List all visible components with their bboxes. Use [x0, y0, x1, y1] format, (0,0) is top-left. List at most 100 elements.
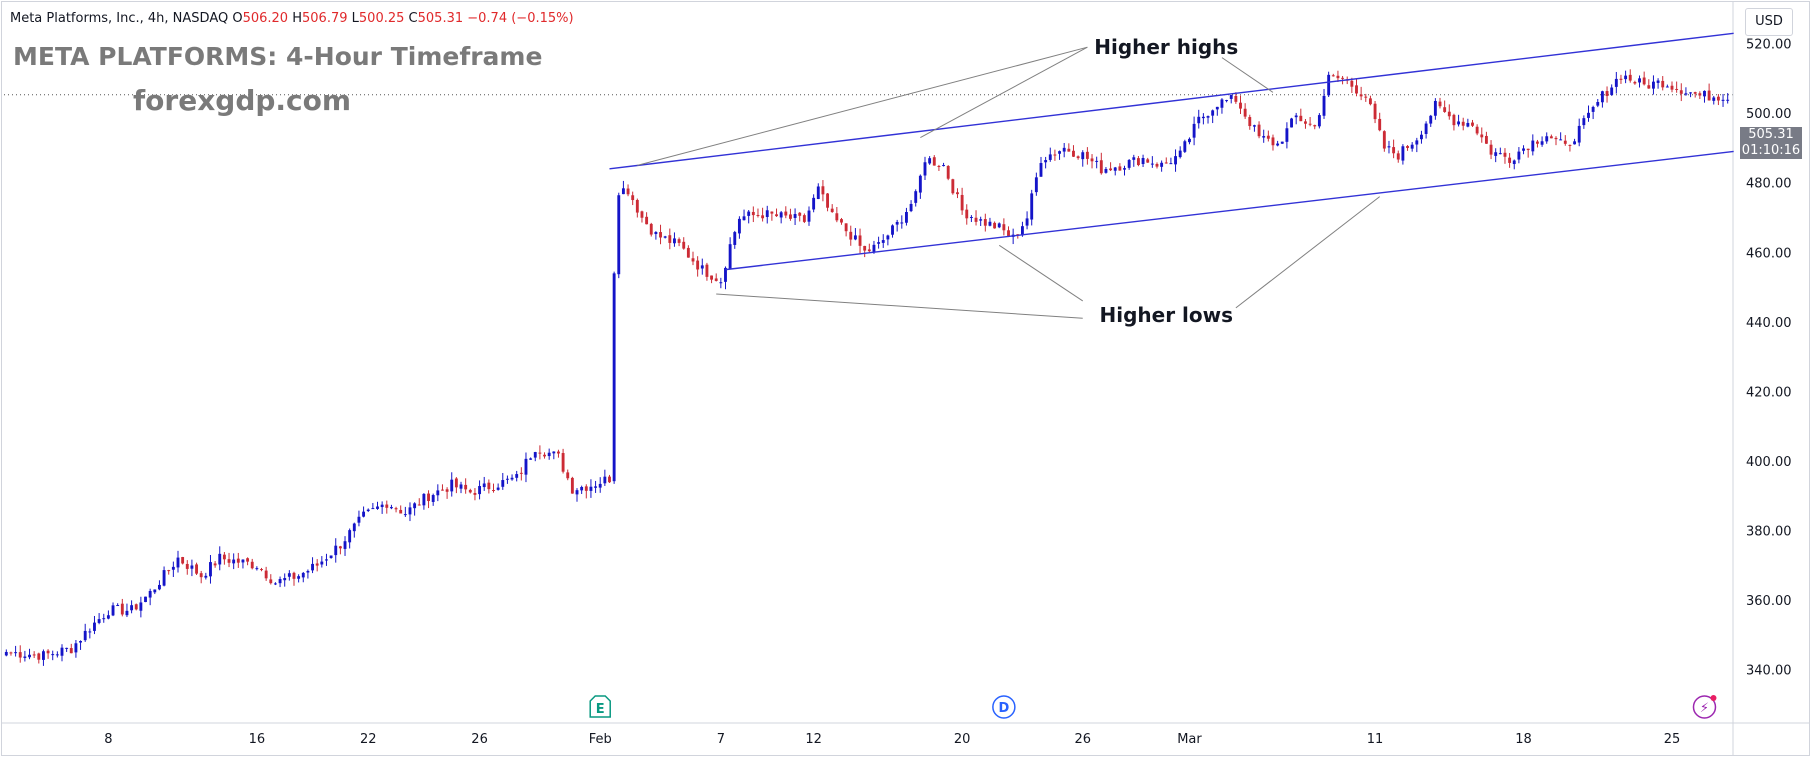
candle-body: [895, 221, 899, 225]
trend-channel-drawings[interactable]: [609, 32, 1734, 271]
candle-body: [1433, 100, 1437, 116]
callout-line: [1221, 57, 1274, 93]
candle-body: [830, 208, 834, 213]
candle-body: [946, 166, 950, 179]
x-tick-label: 7: [717, 732, 725, 747]
candle-body: [4, 651, 8, 656]
candle-body: [464, 484, 468, 490]
candle-body: [960, 194, 964, 211]
annotation-label: Higher lows: [1100, 303, 1234, 327]
high-label: H: [292, 11, 303, 26]
candle-body: [454, 478, 458, 488]
candle-body: [1067, 148, 1071, 152]
candle-body: [700, 265, 704, 269]
x-tick-label: 26: [1074, 732, 1091, 747]
candle-body: [37, 653, 41, 660]
candle-body: [1661, 80, 1665, 88]
candle-body: [756, 214, 760, 216]
candle-body: [1531, 140, 1535, 152]
event-earnings-marker[interactable]: E: [589, 695, 611, 718]
currency-selector[interactable]: USD: [1745, 8, 1793, 36]
candle-body: [1271, 137, 1275, 146]
candle-body: [505, 478, 509, 480]
candle-body: [821, 186, 825, 195]
event-markers[interactable]: E D ⚡: [589, 695, 1717, 719]
candle-body: [807, 210, 811, 222]
candle-body: [1638, 78, 1641, 83]
y-tick-label: 460.00: [1746, 246, 1792, 261]
candle-body: [264, 570, 268, 579]
candle-body: [1183, 141, 1187, 152]
candle-body: [1095, 160, 1099, 162]
candle-body: [1378, 118, 1382, 131]
candle-body: [162, 570, 166, 586]
candle-body: [468, 489, 472, 493]
candle-body: [1480, 134, 1484, 138]
candle-body: [441, 489, 444, 491]
candle-body: [348, 530, 352, 543]
candle-body: [988, 221, 992, 226]
candle-body: [1229, 95, 1233, 99]
candle-body: [1020, 226, 1024, 236]
candle-body: [325, 559, 328, 561]
event-dividend-marker[interactable]: D: [992, 695, 1016, 719]
candle-body: [1206, 116, 1210, 118]
y-tick-label: 340.00: [1746, 663, 1792, 678]
candle-body: [1150, 163, 1154, 165]
channel-upper-line: [609, 32, 1734, 170]
x-tick-label: 16: [249, 732, 266, 747]
callout-line: [998, 244, 1084, 302]
candle-body: [436, 490, 440, 496]
candle-body: [1201, 116, 1205, 119]
candle-body: [937, 166, 941, 168]
candle-body: [18, 652, 22, 658]
candle-body: [603, 476, 607, 484]
candle-body: [1563, 140, 1567, 144]
candle-body: [227, 559, 231, 563]
candle-body: [1113, 167, 1117, 171]
candle-body: [292, 572, 296, 579]
open-label: O: [232, 11, 243, 26]
candle-body: [705, 264, 709, 277]
candle-body: [1294, 115, 1298, 118]
candle-body: [1285, 128, 1289, 142]
candle-body: [46, 650, 50, 654]
candle-body: [719, 282, 723, 284]
candle-body: [1002, 224, 1006, 231]
candle-body: [1619, 78, 1623, 80]
candle-body: [260, 569, 263, 571]
y-tick-label: 380.00: [1746, 524, 1792, 539]
candle-body: [65, 647, 69, 649]
annotations: Higher highs Higher lows: [637, 35, 1381, 327]
candle-body: [812, 197, 816, 210]
candle-body: [496, 487, 500, 490]
candle-body: [691, 258, 695, 262]
symbol-header: Meta Platforms, Inc., 4h, NASDAQ O506.20…: [10, 11, 574, 26]
candle-body: [659, 232, 662, 238]
candle-body: [1327, 74, 1331, 96]
candle-body: [1081, 152, 1085, 160]
event-split-marker[interactable]: ⚡: [1692, 695, 1717, 719]
candle-body: [1679, 90, 1683, 94]
candle-body: [747, 211, 751, 216]
candle-body: [1364, 96, 1368, 98]
candle-body: [942, 165, 945, 167]
callout-line: [920, 46, 1088, 138]
open-value: 506.20: [242, 11, 289, 26]
candle-body: [1076, 156, 1080, 159]
candle-body: [1568, 144, 1572, 146]
candle-body: [1693, 92, 1697, 94]
candle-body: [867, 249, 871, 252]
candle-body: [1299, 115, 1303, 122]
candle-body: [1197, 116, 1201, 124]
candle-body: [102, 618, 106, 620]
candle-body: [79, 641, 82, 643]
candle-body: [1536, 141, 1539, 144]
candle-body: [320, 561, 324, 565]
candle-body: [1164, 162, 1168, 164]
candle-body: [677, 239, 681, 243]
candle-body: [654, 232, 658, 235]
candle-body: [733, 232, 737, 245]
candle-body: [55, 654, 59, 656]
